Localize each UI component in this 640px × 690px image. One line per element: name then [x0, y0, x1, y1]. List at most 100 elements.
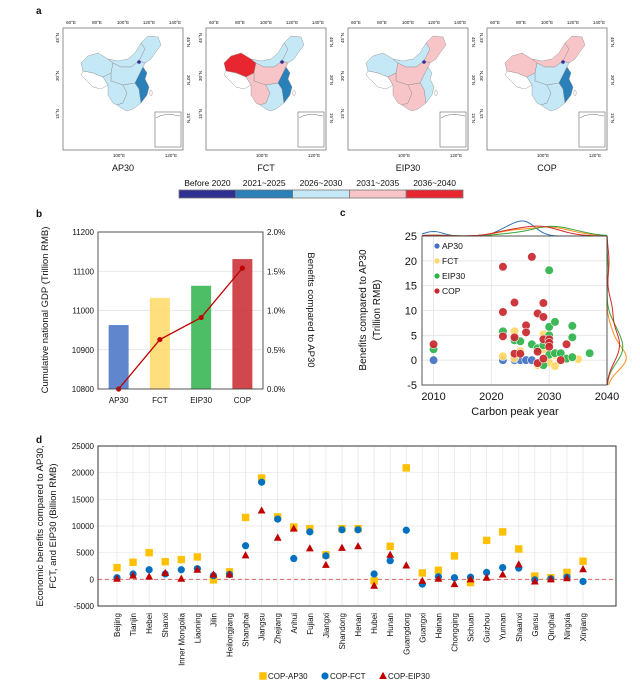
point-cop-eip30	[563, 574, 571, 582]
point-cop-eip30	[386, 550, 395, 558]
x-tick-label: 2030	[537, 391, 561, 403]
map-lon-label: 120°E	[450, 153, 462, 158]
map-lon-label: 60°E	[351, 20, 361, 25]
point-eip30	[550, 317, 560, 327]
point-cop-eip30	[289, 524, 298, 532]
y-tick-label: 0	[90, 575, 95, 584]
point-cop-fct	[322, 552, 330, 560]
x-tick-label: EIP30	[190, 396, 212, 405]
legend-swatch	[292, 189, 350, 199]
region-coast	[277, 66, 293, 104]
map-lon-label: 100°E	[398, 153, 410, 158]
map-title: EIP30	[396, 163, 421, 173]
point-cop-eip30	[354, 542, 362, 550]
point-cop-fct	[386, 557, 394, 565]
region-northeast	[138, 35, 162, 64]
region-taiwan	[434, 89, 438, 97]
point-cop-ap30	[129, 558, 137, 566]
y-tick-label: 5	[411, 330, 417, 342]
map-lon-label: 60°E	[66, 20, 76, 25]
province-label: Shanxi	[161, 613, 170, 638]
china-map	[504, 35, 586, 112]
point-cop-ap30	[209, 576, 218, 584]
y2-tick-label: 0.0%	[267, 385, 285, 394]
legend-label: 2026~2030	[300, 178, 343, 188]
map-lon-label: 120°E	[589, 153, 601, 158]
map-lon-label: 140°E	[169, 20, 181, 25]
point-cop-eip30	[113, 574, 121, 582]
point-cop-eip30	[579, 565, 587, 573]
point-cop-eip30	[466, 575, 475, 583]
plot-frame	[97, 445, 617, 607]
legend-label: EIP30	[442, 271, 465, 281]
point-cop-ap30	[370, 577, 378, 585]
map-lon-label: 120°E	[286, 20, 298, 25]
map-lat-label: 30°N	[340, 71, 345, 81]
point-cop-eip30	[193, 565, 202, 573]
point-cop-eip30	[370, 581, 379, 589]
point-eip30	[567, 352, 577, 362]
y-tick-label: 20	[405, 256, 417, 268]
x-tick-label: 2020	[479, 391, 503, 403]
province-label: Liaoning	[193, 613, 202, 643]
south-china-sea-inset	[578, 111, 606, 148]
x-tick-label: COP	[234, 396, 251, 405]
province-label: Beijing	[113, 613, 122, 637]
point-cop-fct	[274, 515, 282, 523]
point-cop-eip30	[145, 572, 154, 580]
right-density-eip30	[606, 235, 624, 386]
point-cop	[538, 298, 549, 308]
china-map	[223, 35, 305, 112]
map-lon-label: 100°E	[256, 153, 268, 158]
point-cop-ap30	[193, 553, 202, 561]
region-taiwan	[149, 89, 153, 97]
point-cop-ap30	[145, 548, 153, 557]
point-fct	[498, 351, 508, 361]
y-axis-title: (Trillion RMB)	[372, 280, 383, 341]
point-cop	[527, 252, 537, 262]
point-cop-fct	[354, 526, 362, 534]
point-cop	[538, 312, 549, 322]
point-cop-eip30	[241, 551, 250, 559]
map-lat-label: 45°N	[479, 33, 484, 43]
point-cop-ap30	[515, 545, 523, 553]
map-lon-label: 80°E	[235, 20, 245, 25]
point-cop-eip30	[273, 533, 282, 541]
province-label: Yunnan	[499, 613, 508, 640]
province-label: Shaanxi	[515, 613, 524, 642]
y-tick-label: 11100	[73, 267, 95, 276]
point-cop-ap30	[579, 557, 587, 565]
y2-axis-title: Benefits compared to AP30	[305, 252, 316, 367]
map-eip30: 60°E 80°E 100°E 120°E 140°E 100°E 120°E 45°N 45°…	[340, 20, 476, 173]
point-cop	[533, 347, 543, 357]
region-beijing	[280, 60, 284, 64]
map-lon-label: 60°E	[209, 20, 219, 25]
point-cop-ap30	[498, 528, 507, 536]
point-cop-eip30	[257, 506, 266, 514]
map-ap30: 60°E 80°E 100°E 120°E 140°E 100°E 120°E 45°N 45°…	[55, 20, 191, 173]
point-cop-ap30	[563, 568, 571, 577]
map-title: COP	[537, 163, 557, 173]
point-cop-ap30	[450, 552, 459, 560]
map-lon-label: 60°E	[490, 20, 500, 25]
legend-swatch	[178, 189, 237, 199]
map-lon-label: 140°E	[454, 20, 466, 25]
map-lat-label: 30°N	[198, 71, 203, 81]
map-lat-label: 15°N	[471, 113, 476, 123]
panel-label-b: b	[36, 209, 42, 220]
point-cop-fct	[483, 568, 491, 577]
y-axis-title: Benefits compared to AP30	[358, 249, 369, 371]
panel-label-d: d	[36, 435, 42, 446]
y-axis-title: Cumulative national GDP (Trillion RMB)	[40, 227, 51, 394]
region-coast	[419, 66, 435, 104]
map-title: AP30	[112, 163, 134, 173]
right-density-cop	[606, 235, 621, 386]
point-cop-eip30	[434, 574, 443, 582]
y-tick-label: 25	[405, 231, 417, 243]
map-lon-label: 120°E	[308, 153, 320, 158]
y-tick-label: 11200	[72, 228, 94, 237]
region-tibet	[365, 70, 394, 90]
y2-tick-label: 1.0%	[267, 307, 285, 316]
point-cop	[556, 355, 566, 365]
